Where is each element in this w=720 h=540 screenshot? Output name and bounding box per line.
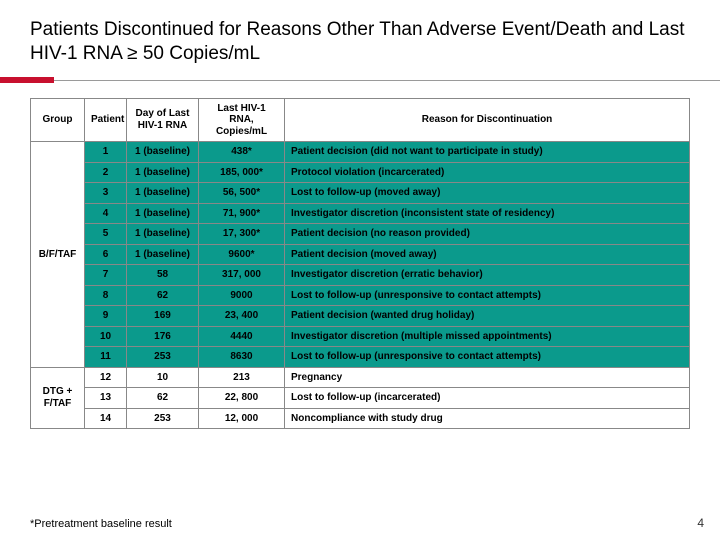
day-cell: 58 xyxy=(127,265,199,286)
reason-cell: Noncompliance with study drug xyxy=(285,408,690,429)
table-row: 21 (baseline)185, 000*Protocol violation… xyxy=(31,162,690,183)
col-patient: Patient xyxy=(85,98,127,142)
rna-cell: 317, 000 xyxy=(199,265,285,286)
patient-cell: 4 xyxy=(85,203,127,224)
table-row: 916923, 400Patient decision (wanted drug… xyxy=(31,306,690,327)
reason-cell: Lost to follow-up (incarcerated) xyxy=(285,388,690,409)
rna-cell: 8630 xyxy=(199,347,285,368)
rna-cell: 23, 400 xyxy=(199,306,285,327)
table-row: 758317, 000Investigator discretion (erra… xyxy=(31,265,690,286)
day-cell: 62 xyxy=(127,285,199,306)
patient-cell: 5 xyxy=(85,224,127,245)
day-cell: 1 (baseline) xyxy=(127,162,199,183)
rna-cell: 9600* xyxy=(199,244,285,265)
reason-cell: Investigator discretion (erratic behavio… xyxy=(285,265,690,286)
rna-cell: 17, 300* xyxy=(199,224,285,245)
table-row: 136222, 800Lost to follow-up (incarcerat… xyxy=(31,388,690,409)
patient-cell: 10 xyxy=(85,326,127,347)
rna-cell: 213 xyxy=(199,367,285,388)
reason-cell: Lost to follow-up (moved away) xyxy=(285,183,690,204)
table-row: 8629000Lost to follow-up (unresponsive t… xyxy=(31,285,690,306)
reason-cell: Pregnancy xyxy=(285,367,690,388)
table-row: 101764440Investigator discretion (multip… xyxy=(31,326,690,347)
slide-number: 4 xyxy=(697,516,704,530)
reason-cell: Patient decision (did not want to partic… xyxy=(285,142,690,163)
reason-cell: Patient decision (moved away) xyxy=(285,244,690,265)
day-cell: 169 xyxy=(127,306,199,327)
day-cell: 176 xyxy=(127,326,199,347)
day-cell: 1 (baseline) xyxy=(127,203,199,224)
reason-cell: Lost to follow-up (unresponsive to conta… xyxy=(285,285,690,306)
patient-cell: 1 xyxy=(85,142,127,163)
day-cell: 253 xyxy=(127,347,199,368)
col-reason: Reason for Discontinuation xyxy=(285,98,690,142)
patient-cell: 8 xyxy=(85,285,127,306)
rna-cell: 56, 500* xyxy=(199,183,285,204)
day-cell: 1 (baseline) xyxy=(127,224,199,245)
col-group: Group xyxy=(31,98,85,142)
discontinuation-table: Group Patient Day of Last HIV-1 RNA Last… xyxy=(30,98,690,430)
patient-cell: 9 xyxy=(85,306,127,327)
day-cell: 1 (baseline) xyxy=(127,244,199,265)
slide-title: Patients Discontinued for Reasons Other … xyxy=(0,0,720,72)
rna-cell: 438* xyxy=(199,142,285,163)
patient-cell: 6 xyxy=(85,244,127,265)
patient-cell: 11 xyxy=(85,347,127,368)
reason-cell: Patient decision (wanted drug holiday) xyxy=(285,306,690,327)
reason-cell: Investigator discretion (multiple missed… xyxy=(285,326,690,347)
table-row: DTG + F/TAF1210213Pregnancy xyxy=(31,367,690,388)
day-cell: 62 xyxy=(127,388,199,409)
footnote: *Pretreatment baseline result xyxy=(30,518,172,530)
col-rna: Last HIV-1 RNA, Copies/mL xyxy=(199,98,285,142)
rna-cell: 185, 000* xyxy=(199,162,285,183)
group-label: B/F/TAF xyxy=(31,142,85,368)
reason-cell: Patient decision (no reason provided) xyxy=(285,224,690,245)
rna-cell: 12, 000 xyxy=(199,408,285,429)
table-row: B/F/TAF11 (baseline)438*Patient decision… xyxy=(31,142,690,163)
day-cell: 10 xyxy=(127,367,199,388)
rna-cell: 22, 800 xyxy=(199,388,285,409)
patient-cell: 7 xyxy=(85,265,127,286)
table-row: 41 (baseline)71, 900*Investigator discre… xyxy=(31,203,690,224)
patient-cell: 13 xyxy=(85,388,127,409)
table-row: 61 (baseline)9600*Patient decision (move… xyxy=(31,244,690,265)
day-cell: 1 (baseline) xyxy=(127,142,199,163)
reason-cell: Investigator discretion (inconsistent st… xyxy=(285,203,690,224)
day-cell: 1 (baseline) xyxy=(127,183,199,204)
patient-cell: 14 xyxy=(85,408,127,429)
title-rule xyxy=(0,72,720,90)
rna-cell: 4440 xyxy=(199,326,285,347)
table-header-row: Group Patient Day of Last HIV-1 RNA Last… xyxy=(31,98,690,142)
rna-cell: 9000 xyxy=(199,285,285,306)
day-cell: 253 xyxy=(127,408,199,429)
reason-cell: Protocol violation (incarcerated) xyxy=(285,162,690,183)
patient-cell: 12 xyxy=(85,367,127,388)
patient-cell: 2 xyxy=(85,162,127,183)
reason-cell: Lost to follow-up (unresponsive to conta… xyxy=(285,347,690,368)
patient-cell: 3 xyxy=(85,183,127,204)
table-row: 31 (baseline)56, 500*Lost to follow-up (… xyxy=(31,183,690,204)
table-row: 112538630Lost to follow-up (unresponsive… xyxy=(31,347,690,368)
table-row: 1425312, 000Noncompliance with study dru… xyxy=(31,408,690,429)
col-day: Day of Last HIV-1 RNA xyxy=(127,98,199,142)
group-label: DTG + F/TAF xyxy=(31,367,85,429)
rna-cell: 71, 900* xyxy=(199,203,285,224)
table-row: 51 (baseline)17, 300*Patient decision (n… xyxy=(31,224,690,245)
